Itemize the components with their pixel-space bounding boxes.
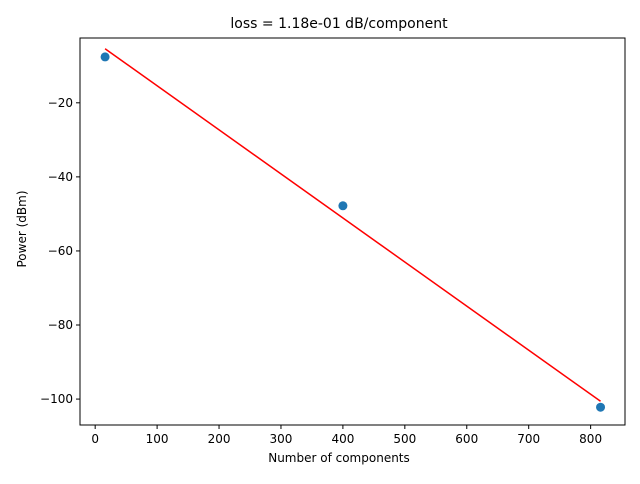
x-tick-label: 100 xyxy=(146,432,169,446)
plot-area xyxy=(79,37,626,426)
x-axis-ticks: 0 100 200 300 400 500 600 700 800 xyxy=(91,425,602,446)
chart-title: loss = 1.18e-01 dB/component xyxy=(230,16,448,32)
x-tick-label: 800 xyxy=(579,432,602,446)
y-tick-label: −60 xyxy=(48,244,73,258)
y-tick-label: −40 xyxy=(48,170,73,184)
series-layer xyxy=(100,48,606,412)
y-tick-label: −20 xyxy=(48,96,73,110)
axes-frame xyxy=(79,37,626,426)
x-axis-label: Number of components xyxy=(268,451,410,465)
x-tick-label: 200 xyxy=(208,432,231,446)
data-point xyxy=(100,52,110,62)
x-tick-label: 400 xyxy=(331,432,354,446)
data-point xyxy=(596,402,606,412)
x-tick-label: 600 xyxy=(455,432,478,446)
x-tick-label: 300 xyxy=(270,432,293,446)
x-tick-label: 0 xyxy=(91,432,99,446)
x-tick-label: 500 xyxy=(393,432,416,446)
y-axis-label: Power (dBm) xyxy=(15,191,29,268)
x-tick-label: 700 xyxy=(517,432,540,446)
y-tick-label: −100 xyxy=(40,392,73,406)
y-tick-label: −80 xyxy=(48,318,73,332)
y-axis-ticks: −20 −40 −60 −80 −100 xyxy=(40,96,80,406)
fit-line xyxy=(104,48,601,402)
data-point xyxy=(338,201,348,211)
